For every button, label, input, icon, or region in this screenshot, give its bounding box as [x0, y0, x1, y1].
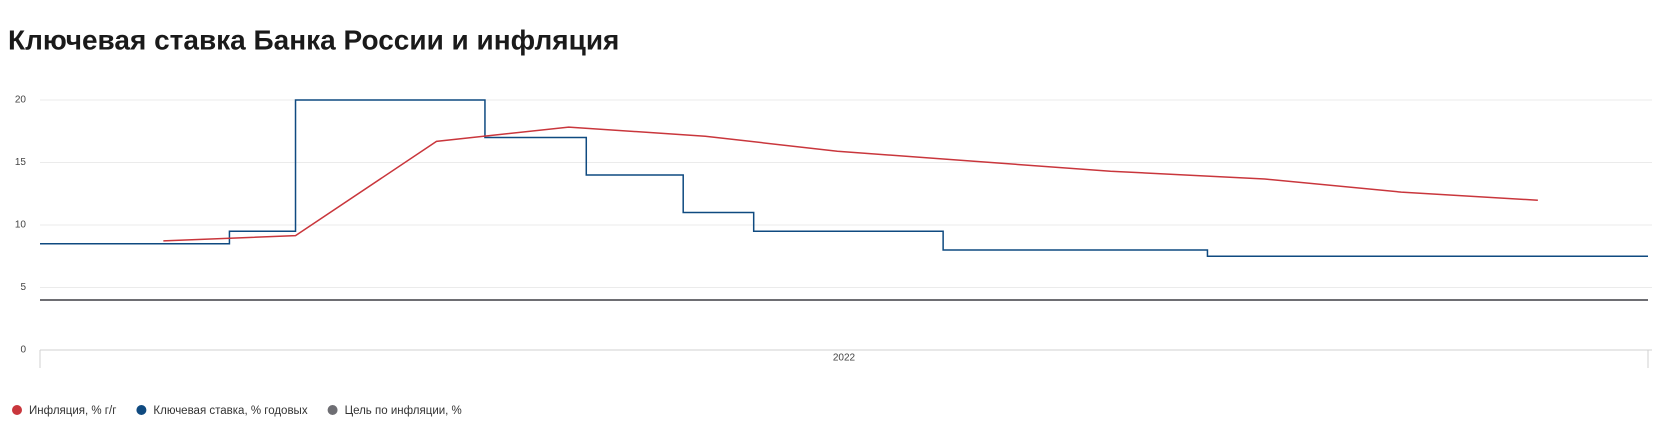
series-line [163, 126, 1538, 242]
y-tick-label: 15 [15, 157, 27, 168]
legend-marker [12, 405, 22, 415]
series-line [40, 99, 1648, 257]
y-tick-label: 5 [20, 282, 26, 293]
chart-title: Ключевая ставка Банка России и инфляция [8, 24, 619, 55]
y-tick-label: 0 [20, 345, 26, 356]
legend-marker [136, 405, 147, 415]
y-tick-label: 10 [15, 220, 27, 231]
legend-marker [327, 405, 338, 415]
legend-label: Ключевая ставка, % годовых [153, 405, 307, 417]
y-tick-label: 20 [15, 95, 27, 106]
x-tick-label: 2022 [833, 353, 856, 364]
legend-label: Цель по инфляции, % [345, 405, 462, 417]
legend-label: Инфляция, % г/г [29, 405, 116, 417]
